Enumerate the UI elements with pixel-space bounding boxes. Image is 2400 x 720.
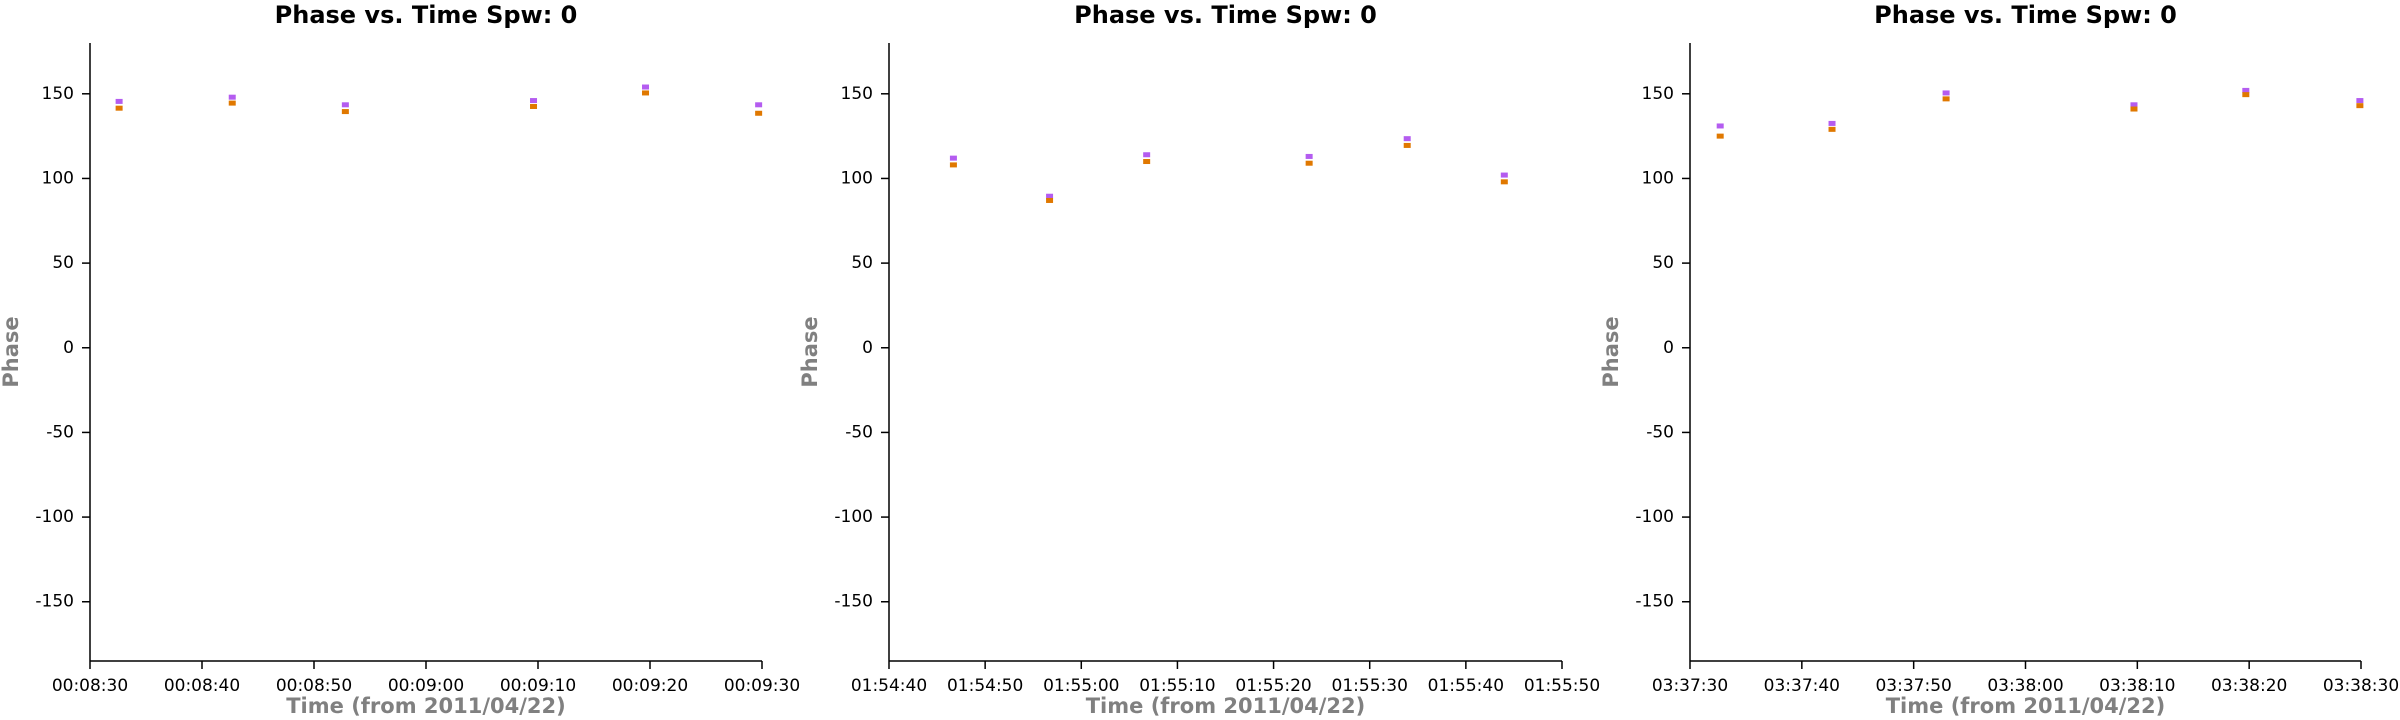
point bbox=[2356, 98, 2364, 104]
point bbox=[1143, 152, 1151, 158]
point bbox=[1403, 142, 1411, 148]
y-tick-label: -150 bbox=[35, 592, 74, 612]
point bbox=[2130, 102, 2138, 108]
point bbox=[1828, 120, 1836, 126]
point bbox=[1046, 193, 1054, 199]
y-tick-label: -100 bbox=[1635, 507, 1674, 527]
point bbox=[1305, 153, 1313, 159]
y-tick-label: 50 bbox=[1652, 253, 1674, 273]
x-tick-label: 03:37:50 bbox=[1875, 676, 1951, 696]
point bbox=[755, 102, 763, 108]
point bbox=[1942, 90, 1950, 96]
y-tick-label: 150 bbox=[841, 84, 873, 104]
x-tick-label: 01:55:30 bbox=[1332, 676, 1408, 696]
y-axis-label: Phase bbox=[0, 316, 23, 387]
x-tick-label: 03:38:30 bbox=[2323, 676, 2399, 696]
point bbox=[530, 103, 538, 109]
point bbox=[1143, 159, 1151, 165]
point bbox=[1500, 172, 1508, 178]
x-tick-label: 03:38:10 bbox=[2099, 676, 2175, 696]
y-tick-label: -150 bbox=[1635, 592, 1674, 612]
point bbox=[530, 98, 538, 104]
y-tick-label: 0 bbox=[862, 338, 873, 358]
point bbox=[1046, 197, 1054, 203]
y-tick-label: -50 bbox=[46, 422, 74, 442]
x-axis-label: Time (from 2011/04/22) bbox=[286, 694, 566, 718]
x-tick-label: 01:54:40 bbox=[851, 676, 927, 696]
chart-title: Phase vs. Time Spw: 0 bbox=[1074, 1, 1377, 29]
point bbox=[115, 105, 123, 111]
point bbox=[949, 162, 957, 168]
point bbox=[2130, 106, 2138, 112]
chart-title: Phase vs. Time Spw: 0 bbox=[1874, 1, 2177, 29]
x-tick-label: 00:08:30 bbox=[52, 676, 128, 696]
x-tick-label: 01:55:40 bbox=[1428, 676, 1504, 696]
x-tick-label: 00:09:30 bbox=[724, 676, 800, 696]
point bbox=[341, 102, 349, 108]
point bbox=[1828, 126, 1836, 132]
y-tick-label: 100 bbox=[42, 168, 74, 188]
point bbox=[1716, 123, 1724, 129]
y-tick-label: -100 bbox=[35, 507, 74, 527]
x-tick-label: 01:55:20 bbox=[1235, 676, 1311, 696]
point bbox=[1942, 96, 1950, 102]
point bbox=[1716, 133, 1724, 139]
point bbox=[341, 109, 349, 115]
y-tick-label: 50 bbox=[851, 253, 873, 273]
y-tick-label: -50 bbox=[1646, 422, 1674, 442]
point bbox=[2242, 92, 2250, 98]
point bbox=[755, 110, 763, 116]
x-tick-label: 03:37:30 bbox=[1652, 676, 1728, 696]
x-tick-label: 00:08:40 bbox=[164, 676, 240, 696]
x-axis-label: Time (from 2011/04/22) bbox=[1886, 694, 2166, 718]
x-tick-label: 00:09:00 bbox=[388, 676, 464, 696]
x-tick-label: 03:38:00 bbox=[1987, 676, 2063, 696]
point bbox=[115, 98, 123, 104]
y-tick-label: -150 bbox=[834, 592, 873, 612]
x-tick-label: 00:09:10 bbox=[500, 676, 576, 696]
x-tick-label: 01:54:50 bbox=[947, 676, 1023, 696]
y-tick-label: 150 bbox=[1642, 84, 1674, 104]
x-tick-label: 03:38:20 bbox=[2211, 676, 2287, 696]
point bbox=[642, 90, 650, 96]
chart-title: Phase vs. Time Spw: 0 bbox=[275, 1, 578, 29]
point bbox=[642, 84, 650, 90]
x-tick-label: 00:09:20 bbox=[612, 676, 688, 696]
point bbox=[228, 100, 236, 106]
y-axis-label: Phase bbox=[1599, 316, 1623, 387]
y-tick-label: 0 bbox=[63, 338, 74, 358]
y-tick-label: -50 bbox=[845, 422, 873, 442]
point bbox=[2242, 87, 2250, 93]
point bbox=[1305, 160, 1313, 166]
x-tick-label: 00:08:50 bbox=[276, 676, 352, 696]
y-tick-label: 0 bbox=[1663, 338, 1674, 358]
y-axis-label: Phase bbox=[798, 316, 822, 387]
point bbox=[1500, 179, 1508, 185]
x-tick-label: 01:55:50 bbox=[1524, 676, 1600, 696]
x-tick-label: 01:55:10 bbox=[1139, 676, 1215, 696]
point bbox=[949, 155, 957, 161]
y-tick-label: 100 bbox=[1642, 168, 1674, 188]
x-tick-label: 03:37:40 bbox=[1764, 676, 1840, 696]
x-tick-label: 01:55:00 bbox=[1043, 676, 1119, 696]
y-tick-label: 50 bbox=[52, 253, 74, 273]
point bbox=[228, 94, 236, 100]
y-tick-label: -100 bbox=[834, 507, 873, 527]
point bbox=[1403, 136, 1411, 142]
y-tick-label: 100 bbox=[841, 168, 873, 188]
point bbox=[2356, 103, 2364, 109]
y-tick-label: 150 bbox=[42, 84, 74, 104]
x-axis-label: Time (from 2011/04/22) bbox=[1086, 694, 1366, 718]
